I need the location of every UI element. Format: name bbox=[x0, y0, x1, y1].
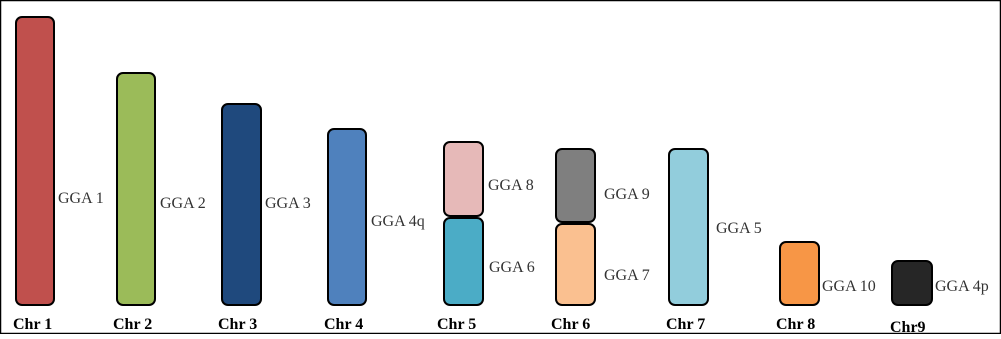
segment-label-gga7: GGA 7 bbox=[604, 267, 650, 284]
chr-label-5: Chr 5 bbox=[437, 316, 476, 333]
chr6-gga7-segment bbox=[555, 223, 596, 306]
chr-label-4: Chr 4 bbox=[324, 316, 363, 333]
segment-label-gga2: GGA 2 bbox=[160, 195, 206, 212]
chr-label-8: Chr 8 bbox=[776, 316, 815, 333]
chr-label-7: Chr 7 bbox=[666, 316, 705, 333]
chr3-gga3-segment bbox=[221, 103, 262, 306]
segment-label-gga1: GGA 1 bbox=[58, 190, 104, 207]
segment-label-gga4p: GGA 4p bbox=[935, 278, 989, 295]
chr-label-2: Chr 2 bbox=[113, 316, 152, 333]
chr2-gga2-segment bbox=[116, 72, 156, 306]
chr8-gga10-segment bbox=[779, 241, 820, 306]
chr5-gga8-segment bbox=[443, 141, 484, 217]
segment-label-gga10: GGA 10 bbox=[822, 278, 876, 295]
chr9-gga4p-segment bbox=[891, 260, 933, 306]
segment-label-gga8: GGA 8 bbox=[488, 177, 534, 194]
segment-label-gga6: GGA 6 bbox=[489, 259, 535, 276]
chr5-gga6-segment bbox=[443, 217, 484, 306]
segment-label-gga3: GGA 3 bbox=[265, 195, 311, 212]
chr7-gga5-segment bbox=[668, 148, 709, 306]
chr-label-3: Chr 3 bbox=[218, 316, 257, 333]
chr-label-1: Chr 1 bbox=[13, 316, 52, 333]
segment-label-gga4q: GGA 4q bbox=[371, 213, 425, 230]
segment-label-gga9: GGA 9 bbox=[604, 186, 650, 203]
chr6-gga9-segment bbox=[555, 148, 596, 223]
chr1-ggA1-segment bbox=[15, 16, 55, 306]
chr4-gga4q-segment bbox=[327, 128, 367, 306]
chr-label-6: Chr 6 bbox=[551, 316, 590, 333]
segment-label-gga5: GGA 5 bbox=[716, 220, 762, 237]
chr-label-9: Chr9 bbox=[890, 319, 926, 334]
